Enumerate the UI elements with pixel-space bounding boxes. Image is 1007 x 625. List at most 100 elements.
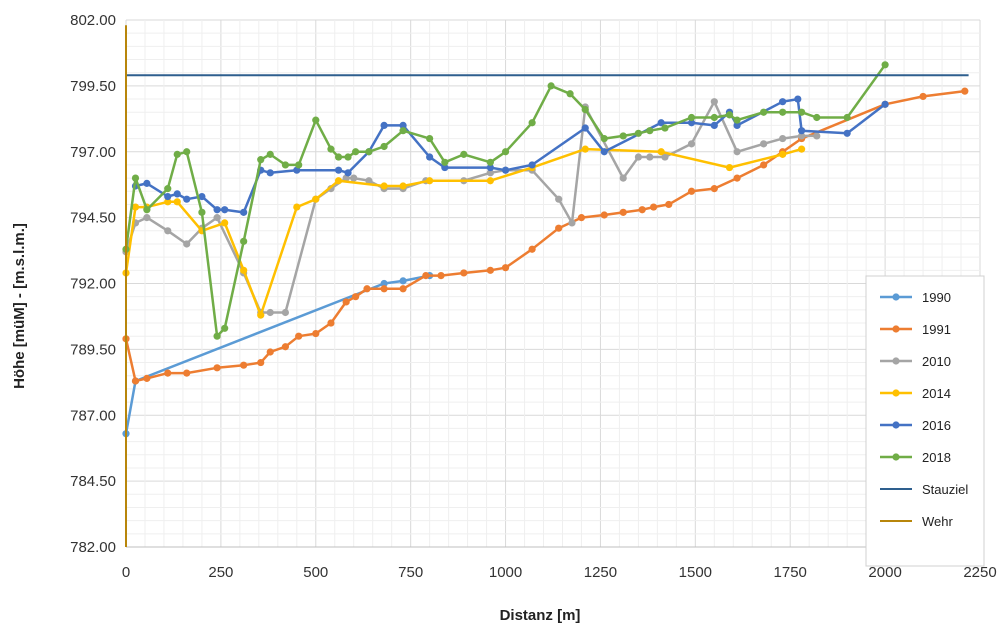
data-point-2016: [501, 166, 510, 174]
data-point-2016: [266, 169, 274, 177]
data-point-2010: [183, 240, 191, 248]
data-point-2010: [646, 153, 654, 161]
data-point-2018: [501, 148, 510, 156]
legend-marker-2018: [892, 453, 900, 461]
data-point-2018: [547, 82, 555, 90]
data-point-1991: [600, 211, 608, 219]
data-point-1991: [555, 224, 563, 232]
data-point-1991: [528, 245, 536, 253]
y-tick-label: 787.00: [70, 407, 116, 424]
data-point-2018: [710, 113, 718, 122]
data-point-2016: [657, 119, 665, 127]
data-point-1990: [399, 277, 407, 285]
legend-label-2010: 2010: [922, 354, 951, 369]
legend-marker-2016: [892, 421, 900, 429]
data-point-2018: [312, 116, 320, 124]
x-tick-label: 1000: [489, 564, 522, 581]
data-point-2018: [528, 119, 536, 127]
y-tick-label: 784.50: [70, 473, 116, 490]
data-point-2018: [281, 161, 290, 169]
y-tick-label: 802.00: [70, 12, 116, 29]
data-point-2014: [164, 198, 172, 206]
data-point-2018: [646, 127, 654, 135]
legend-label-1991: 1991: [922, 322, 951, 337]
data-point-2018: [760, 108, 768, 116]
data-point-2018: [566, 90, 574, 98]
data-point-2010: [164, 227, 172, 235]
data-point-2016: [173, 190, 181, 198]
data-point-2014: [399, 182, 407, 190]
legend-label-stauziel: Stauziel: [922, 482, 968, 497]
data-point-2014: [380, 182, 388, 190]
data-point-2016: [687, 119, 696, 127]
data-point-1991: [961, 87, 969, 95]
data-point-1991: [352, 293, 360, 301]
data-point-2014: [131, 203, 140, 211]
series-1991: [122, 87, 969, 385]
data-point-2016: [798, 127, 806, 135]
grid-lines: [125, 19, 981, 548]
legend-item-wehr: Wehr: [880, 514, 953, 529]
data-point-2016: [733, 121, 741, 129]
data-point-2016: [344, 169, 352, 177]
data-point-2014: [221, 219, 229, 227]
series-line-1991: [124, 89, 965, 383]
data-point-1991: [460, 269, 468, 277]
series-line-2010: [124, 100, 817, 314]
x-tick-label: 250: [208, 564, 233, 581]
data-point-1991: [183, 369, 191, 377]
data-point-2018: [725, 111, 734, 119]
data-point-2014: [486, 177, 494, 185]
data-point-2018: [143, 206, 151, 214]
data-point-2018: [661, 124, 669, 132]
data-point-2010: [213, 214, 221, 222]
data-point-2018: [779, 108, 787, 116]
data-point-2010: [661, 153, 669, 161]
data-point-1991: [919, 92, 927, 101]
x-axis-title: Distanz [m]: [500, 607, 581, 624]
data-point-2018: [733, 116, 741, 124]
data-point-2010: [779, 134, 787, 143]
data-point-1991: [213, 364, 221, 372]
series-2014: [122, 145, 806, 319]
data-point-1991: [649, 203, 658, 211]
legend-item-stauziel: Stauziel: [880, 482, 968, 497]
data-point-2016: [486, 163, 494, 172]
data-point-1991: [257, 358, 265, 367]
data-point-2018: [881, 61, 889, 69]
data-point-2010: [350, 174, 358, 182]
data-point-2010: [760, 140, 768, 148]
data-point-2014: [725, 163, 734, 172]
data-point-2016: [528, 161, 536, 169]
data-point-2014: [312, 195, 320, 203]
data-point-2018: [131, 174, 140, 182]
data-point-2018: [365, 148, 373, 156]
legend-item-1991: 1991: [880, 322, 951, 337]
data-point-1991: [342, 298, 350, 306]
data-point-2018: [295, 161, 303, 169]
data-point-2016: [426, 153, 434, 161]
legend-marker-2010: [892, 357, 900, 365]
data-point-2018: [164, 185, 172, 193]
data-point-2018: [334, 153, 343, 161]
data-point-2016: [221, 206, 229, 214]
data-point-2016: [380, 121, 388, 129]
legend-box: [865, 275, 985, 567]
data-point-2018: [183, 148, 191, 156]
legend-item-1990: 1990: [880, 290, 951, 305]
data-point-1991: [399, 285, 407, 293]
legend: 1990 1991 2010 2014 2016 2018 Stauziel Wehr: [865, 275, 985, 567]
data-point-1991: [327, 319, 335, 327]
data-point-1991: [312, 329, 320, 338]
data-point-1991: [665, 200, 673, 209]
data-point-1991: [733, 174, 741, 182]
data-point-2016: [240, 208, 248, 216]
data-point-2014: [293, 203, 301, 211]
x-tick-label: 2250: [963, 564, 996, 581]
data-point-2016: [794, 95, 802, 103]
data-point-2016: [183, 195, 191, 203]
data-point-2010: [281, 308, 290, 317]
data-point-2016: [213, 206, 221, 214]
data-point-2018: [344, 153, 352, 161]
data-point-2010: [555, 195, 563, 203]
